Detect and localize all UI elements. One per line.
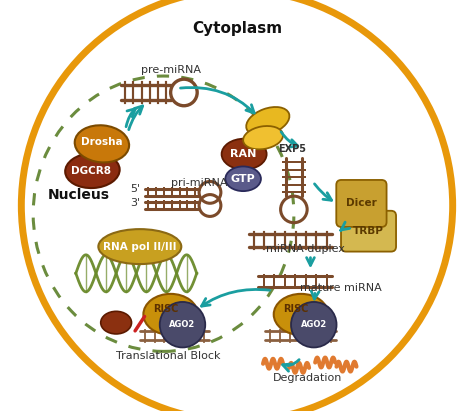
Ellipse shape [221, 139, 266, 169]
Text: pre-miRNA: pre-miRNA [141, 65, 201, 75]
Text: GTP: GTP [231, 174, 255, 184]
Text: Translational Block: Translational Block [116, 351, 220, 360]
Text: mature miRNA: mature miRNA [301, 283, 382, 293]
Ellipse shape [225, 166, 261, 191]
Ellipse shape [100, 312, 131, 334]
Text: pri-miRNA: pri-miRNA [171, 178, 228, 188]
Text: RISC: RISC [153, 304, 179, 314]
Text: AGO2: AGO2 [169, 320, 196, 329]
Text: Drosha: Drosha [81, 137, 123, 147]
Text: 5': 5' [130, 184, 140, 194]
Text: RISC: RISC [283, 304, 309, 314]
Ellipse shape [65, 153, 119, 188]
FancyBboxPatch shape [336, 180, 387, 227]
Text: Nucleus: Nucleus [47, 188, 109, 202]
Text: Degradation: Degradation [273, 373, 342, 383]
Text: Dicer: Dicer [346, 199, 376, 208]
Circle shape [291, 302, 337, 347]
Text: AGO2: AGO2 [301, 320, 327, 329]
Ellipse shape [246, 107, 290, 136]
Ellipse shape [243, 126, 283, 149]
Text: EXP5: EXP5 [278, 144, 306, 154]
Text: RNA pol II/III: RNA pol II/III [103, 242, 177, 252]
Circle shape [160, 302, 205, 347]
Text: 3': 3' [130, 199, 140, 208]
Text: miRNA duplex: miRNA duplex [266, 244, 345, 254]
Text: TRBP: TRBP [353, 226, 384, 236]
Ellipse shape [143, 294, 198, 335]
Circle shape [21, 0, 453, 411]
Ellipse shape [273, 294, 328, 335]
Ellipse shape [75, 125, 129, 162]
Text: Cytoplasm: Cytoplasm [192, 21, 282, 36]
FancyBboxPatch shape [341, 211, 396, 252]
Text: RAN: RAN [229, 149, 256, 159]
Text: DGCR8: DGCR8 [72, 166, 111, 176]
Ellipse shape [98, 229, 181, 264]
